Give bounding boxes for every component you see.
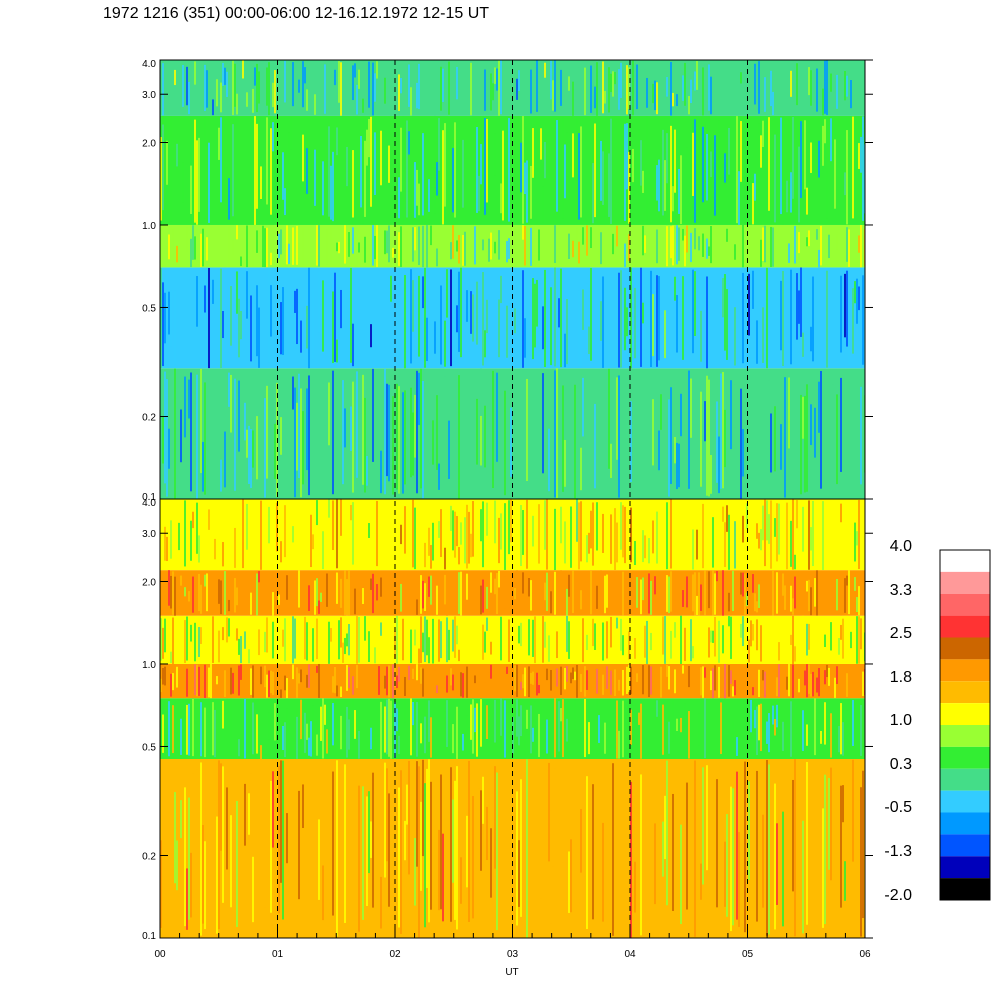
y-tick-label: 0.2 [142, 852, 156, 863]
colorbar-swatch [940, 637, 990, 660]
x-tick-label: 05 [742, 949, 754, 960]
colorbar-label: 0.3 [890, 756, 912, 773]
colorbar-swatch [940, 812, 990, 835]
y-tick-label: 0.2 [142, 413, 156, 424]
colorbar-swatch [940, 703, 990, 725]
y-tick-label: 1.0 [142, 221, 156, 232]
colorbar-swatch [940, 571, 990, 594]
x-axis-label: UT [505, 967, 518, 978]
y-tick-label: 3.0 [142, 529, 156, 540]
colorbar-swatch [940, 768, 990, 791]
colorbar-label: -0.5 [884, 799, 912, 816]
colorbar-label: 1.0 [890, 712, 912, 729]
colorbar-swatch [940, 550, 990, 572]
colorbar-swatch [940, 681, 990, 704]
y-axis: 0.10.20.51.02.03.04.00.10.20.51.02.03.04… [142, 59, 873, 942]
colorbar-label: -1.3 [884, 843, 912, 860]
colorbar-swatch [940, 856, 990, 879]
colorbar-label: 1.8 [890, 669, 912, 686]
chart-title: 1972 1216 (351) 00:00-06:00 12-16.12.197… [103, 5, 490, 22]
y-tick-label: 0.5 [142, 303, 156, 314]
y-tick-label: 3.0 [142, 90, 156, 101]
y-tick-label: 2.0 [142, 138, 156, 149]
y-tick-label: 4.0 [142, 498, 156, 509]
y-tick-label: 0.5 [142, 742, 156, 753]
hour-dashed-lines [277, 60, 748, 938]
colorbar: 4.0 3.3 2.5 1.8 1.0 0.3 -0.5 -1.3 -2.0 [884, 538, 991, 904]
x-tick-label: 00 [154, 949, 166, 960]
x-tick-label: 04 [624, 949, 636, 960]
texture-lower [160, 499, 865, 938]
y-tick-label: 4.0 [142, 59, 156, 70]
colorbar-label: 4.0 [890, 538, 912, 555]
x-tick-label: 06 [859, 949, 871, 960]
y-tick-label: 0.1 [142, 492, 156, 503]
colorbar-label: -2.0 [884, 887, 912, 904]
colorbar-label: 2.5 [890, 625, 912, 642]
colorbar-label: 3.3 [890, 582, 912, 599]
y-tick-label: 1.0 [142, 660, 156, 671]
y-tick-label: 2.0 [142, 577, 156, 588]
x-tick-label: 01 [272, 949, 284, 960]
colorbar-swatch [940, 746, 990, 769]
colorbar-swatch [940, 725, 990, 747]
colorbar-swatch [940, 593, 990, 616]
y-tick-label: 0.1 [142, 931, 156, 942]
x-axis: 00 01 02 03 04 05 06 [154, 928, 871, 960]
texture-upper [160, 60, 865, 499]
colorbar-swatch [940, 790, 990, 813]
colorbar-swatch [940, 615, 990, 638]
colorbar-swatch [940, 659, 990, 682]
colorbar-swatch [940, 834, 990, 857]
x-tick-label: 03 [507, 949, 519, 960]
x-tick-label: 02 [389, 949, 401, 960]
colorbar-swatch [940, 878, 990, 900]
